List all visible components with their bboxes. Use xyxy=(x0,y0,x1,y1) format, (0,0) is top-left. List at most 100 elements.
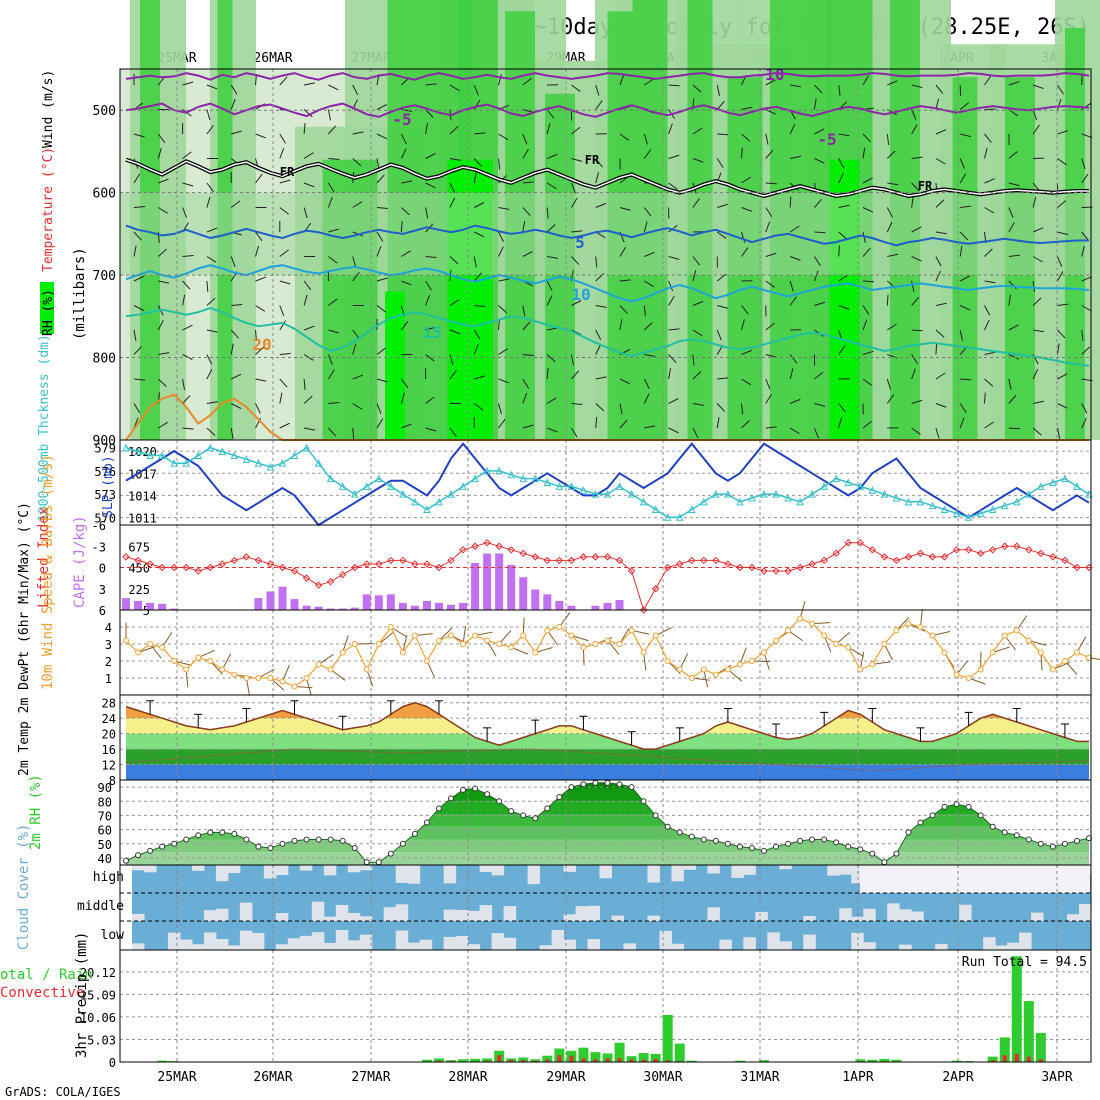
wind-barb xyxy=(279,148,285,159)
thickness-point xyxy=(687,505,696,514)
rh-point xyxy=(1001,829,1008,836)
thickness-point xyxy=(134,447,142,456)
wind-barb xyxy=(911,196,914,208)
wind-barb xyxy=(498,278,510,282)
slp-line xyxy=(125,442,1090,527)
wind-barb xyxy=(158,421,168,429)
wind-barb xyxy=(546,367,549,380)
wind-barb xyxy=(571,84,581,92)
cloud-cell xyxy=(803,934,816,950)
cloud-cell xyxy=(1031,912,1044,921)
wind-barb xyxy=(911,124,918,135)
isotherm-line xyxy=(125,102,1090,118)
wind-speed-point xyxy=(640,649,647,656)
wind-speed-point xyxy=(375,641,382,647)
wind-speed-point xyxy=(941,649,948,656)
wind-barb xyxy=(498,348,509,355)
precip-total-bar xyxy=(951,1060,962,1062)
wind-barb xyxy=(862,207,874,213)
wind-barb xyxy=(400,133,407,145)
wind-barb xyxy=(716,158,724,168)
cloud-cell xyxy=(779,865,792,870)
li-point xyxy=(338,570,347,579)
wind-speed-point xyxy=(688,675,695,681)
wind-barb xyxy=(182,182,194,187)
thickness-point xyxy=(820,482,828,490)
wind-barb xyxy=(1008,254,1020,257)
wind-barb xyxy=(668,154,680,159)
thickness-point xyxy=(639,497,648,506)
cape-bar xyxy=(338,608,347,610)
wind-speed-point xyxy=(1001,632,1008,639)
wind-barb xyxy=(449,369,457,380)
cloud-cell xyxy=(503,937,517,950)
wind-speed-point xyxy=(724,666,731,673)
wind-barb xyxy=(1032,400,1044,404)
cape-bar xyxy=(422,600,431,610)
wind-speed-point xyxy=(159,644,166,651)
wind-barb xyxy=(571,403,583,405)
wind-barb xyxy=(727,669,742,682)
wind-barb xyxy=(498,133,509,141)
wind-barb xyxy=(498,378,509,384)
wind-barb xyxy=(765,378,771,390)
li-point xyxy=(856,539,864,547)
wind-barb xyxy=(935,343,938,355)
wind-barb xyxy=(1008,81,1020,86)
li-axis-label: Lifted Index xyxy=(36,507,52,608)
wind-barb xyxy=(255,276,266,282)
wind-barb xyxy=(230,427,234,439)
precip-convective-bar xyxy=(605,1058,610,1062)
wind-barb xyxy=(522,305,526,317)
wind-barb xyxy=(1008,294,1012,306)
wind-speed-point xyxy=(1061,658,1068,664)
rh-point xyxy=(977,812,984,819)
wind-barb xyxy=(547,327,558,331)
rh-point xyxy=(616,781,623,788)
li-point xyxy=(904,553,913,561)
rh-point xyxy=(183,836,190,843)
rh-point xyxy=(411,830,418,837)
li-point xyxy=(158,563,166,572)
cloud-cell xyxy=(959,904,972,921)
thickness-point xyxy=(507,470,516,479)
wind-barb xyxy=(959,173,967,184)
thickness-point xyxy=(1073,482,1081,490)
wind-barb xyxy=(1056,271,1064,282)
wind-barb xyxy=(522,148,529,159)
temp-tick-label: 12 xyxy=(102,759,116,773)
wind-barb xyxy=(595,158,603,168)
wind-barb xyxy=(282,664,290,682)
rh-point xyxy=(857,846,864,853)
wind-barb xyxy=(303,280,312,291)
rh-point xyxy=(917,819,924,826)
wind-barb xyxy=(716,231,727,239)
rh-point xyxy=(375,859,382,866)
cloud-cell xyxy=(323,916,337,921)
thickness-point xyxy=(675,513,684,521)
contour-label: FR xyxy=(280,165,295,179)
wind-barb xyxy=(425,207,429,219)
precip-legend-convective: Convective xyxy=(0,985,84,1001)
wind-barb xyxy=(182,255,194,257)
thickness-point xyxy=(122,443,130,452)
wind-barb xyxy=(765,322,775,331)
wind-barb xyxy=(473,256,477,268)
li-point xyxy=(603,553,612,561)
wind-speed-point xyxy=(664,658,671,664)
wind-axis-label: Wind (m/s) xyxy=(41,70,56,148)
wind-barb xyxy=(498,630,512,645)
cloud-cell xyxy=(1019,932,1032,950)
wind-speed-point xyxy=(833,641,840,647)
precip-convective-bar xyxy=(545,1059,550,1062)
rh-point xyxy=(724,840,731,847)
wind-barb xyxy=(401,180,413,184)
wind-barb xyxy=(546,207,549,219)
slp-tick-label: 1011 xyxy=(128,512,157,526)
wind-barb xyxy=(935,84,944,94)
li-point xyxy=(1049,553,1057,561)
wind-barb xyxy=(814,128,825,135)
cloud-cell xyxy=(671,865,684,882)
li-point xyxy=(880,553,889,561)
li-point xyxy=(676,560,684,568)
